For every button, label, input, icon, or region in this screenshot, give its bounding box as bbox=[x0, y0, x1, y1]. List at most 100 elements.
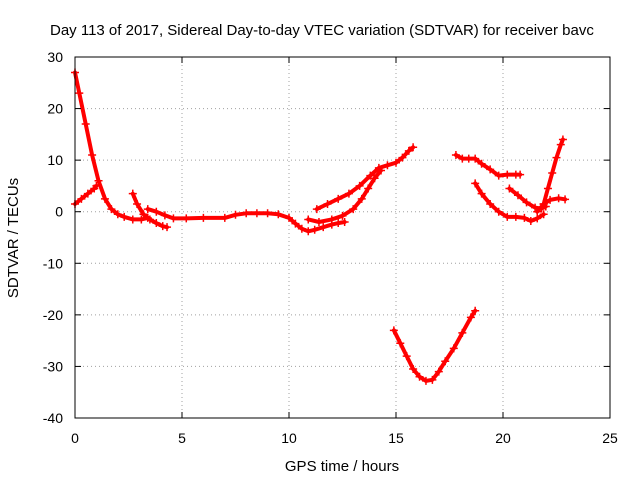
data-point bbox=[558, 135, 567, 144]
data-point bbox=[556, 140, 565, 149]
series-arc-5 bbox=[314, 145, 416, 212]
data-point bbox=[107, 205, 116, 214]
data-point bbox=[533, 214, 542, 223]
data-point bbox=[344, 189, 353, 198]
data-point bbox=[355, 181, 364, 190]
data-point bbox=[169, 214, 178, 223]
data-point bbox=[357, 194, 366, 203]
data-point bbox=[428, 375, 437, 384]
series-arc-9 bbox=[473, 181, 546, 223]
data-point bbox=[349, 205, 358, 214]
data-point bbox=[88, 150, 97, 159]
data-point bbox=[533, 207, 542, 216]
data-point bbox=[471, 306, 480, 315]
data-point bbox=[366, 171, 375, 180]
data-point bbox=[409, 143, 418, 152]
data-point bbox=[539, 199, 548, 208]
data-point bbox=[370, 174, 379, 183]
data-point bbox=[477, 189, 486, 198]
y-tick-label: 10 bbox=[47, 152, 63, 168]
data-point bbox=[139, 210, 148, 219]
data-point bbox=[304, 227, 313, 236]
data-point bbox=[137, 215, 146, 224]
plot-frame bbox=[74, 56, 611, 419]
data-point bbox=[539, 210, 548, 219]
data-point bbox=[531, 203, 540, 212]
data-point bbox=[449, 344, 458, 353]
data-point bbox=[334, 219, 343, 228]
data-point bbox=[314, 218, 323, 227]
data-point bbox=[199, 213, 208, 222]
data-point bbox=[511, 212, 520, 221]
data-point bbox=[231, 210, 240, 219]
data-point bbox=[561, 195, 570, 204]
data-point bbox=[83, 189, 92, 198]
series-arc-7 bbox=[391, 308, 478, 383]
x-tick-label: 10 bbox=[281, 430, 297, 446]
data-point bbox=[471, 154, 480, 163]
data-point bbox=[421, 376, 430, 385]
data-point bbox=[152, 207, 161, 216]
data-point bbox=[77, 194, 86, 203]
data-point bbox=[434, 367, 443, 376]
data-point bbox=[120, 212, 129, 221]
data-point bbox=[466, 313, 475, 322]
data-point bbox=[494, 207, 503, 216]
data-point bbox=[503, 212, 512, 221]
data-point bbox=[364, 184, 373, 193]
x-axis-label: GPS time / hours bbox=[285, 458, 399, 475]
x-tick-label: 15 bbox=[388, 430, 404, 446]
data-point bbox=[220, 213, 229, 222]
data-point bbox=[471, 179, 480, 188]
data-point bbox=[128, 189, 137, 198]
y-tick-label: -10 bbox=[43, 255, 63, 271]
data-point bbox=[334, 194, 343, 203]
data-point bbox=[340, 218, 349, 227]
x-tick-label: 5 bbox=[178, 430, 186, 446]
data-point bbox=[383, 161, 392, 170]
data-point bbox=[285, 213, 293, 222]
data-series bbox=[71, 68, 570, 385]
data-point bbox=[310, 225, 319, 234]
data-point bbox=[389, 326, 398, 335]
data-point bbox=[398, 153, 407, 162]
axis-ticks: 0 5 10 15 20 25 -40 -30 -20 -10 0 10 20 30 bbox=[43, 49, 618, 446]
data-point bbox=[377, 166, 386, 175]
data-point bbox=[477, 159, 486, 168]
data-point bbox=[526, 216, 535, 225]
data-point bbox=[319, 223, 328, 232]
data-point bbox=[441, 357, 450, 366]
data-point bbox=[182, 214, 191, 223]
y-tick-label: 30 bbox=[47, 49, 63, 65]
data-point bbox=[113, 210, 122, 219]
data-point bbox=[503, 170, 512, 179]
data-point bbox=[263, 209, 272, 218]
data-point bbox=[291, 219, 300, 228]
y-tick-label: 20 bbox=[47, 101, 63, 117]
y-tick-label: -20 bbox=[43, 307, 63, 323]
data-point bbox=[409, 365, 418, 374]
data-point bbox=[396, 339, 405, 348]
data-point bbox=[163, 223, 172, 232]
data-point bbox=[494, 171, 503, 180]
data-point bbox=[133, 199, 142, 208]
data-point bbox=[543, 184, 552, 193]
data-point bbox=[128, 215, 137, 224]
data-point bbox=[274, 210, 283, 219]
x-tick-label: 25 bbox=[602, 430, 618, 446]
data-point bbox=[338, 211, 347, 220]
x-tick-label: 20 bbox=[495, 430, 511, 446]
data-point bbox=[520, 213, 529, 222]
data-point bbox=[392, 158, 400, 167]
data-point bbox=[145, 215, 154, 224]
data-point bbox=[242, 209, 251, 218]
data-point bbox=[304, 215, 313, 224]
data-point bbox=[546, 195, 555, 204]
data-point bbox=[415, 372, 424, 381]
data-point bbox=[143, 205, 152, 214]
grid bbox=[75, 57, 610, 418]
data-point bbox=[486, 199, 495, 208]
x-tick-label: 0 bbox=[71, 430, 79, 446]
data-point bbox=[548, 169, 557, 178]
